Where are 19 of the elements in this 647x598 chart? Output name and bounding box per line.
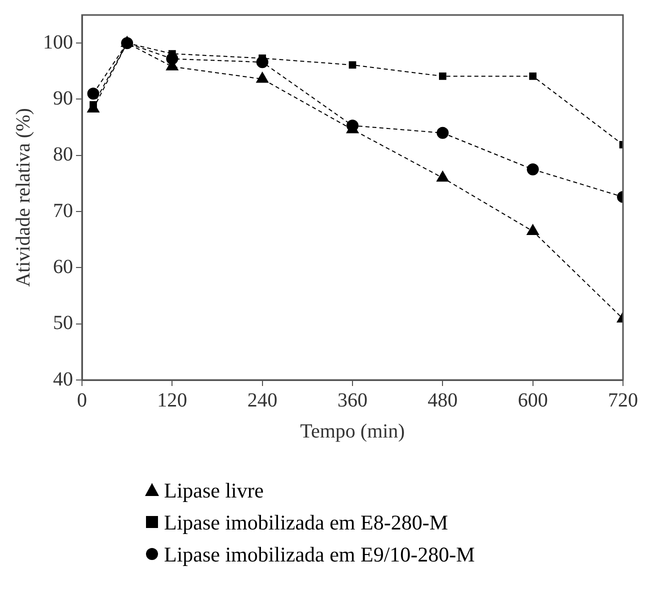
x-tick-label: 360: [338, 389, 368, 412]
y-tick-label: 90: [53, 87, 73, 110]
y-tick-label: 70: [53, 200, 73, 222]
y-tick-label: 40: [53, 368, 73, 390]
y-axis-title: Atividade relativa (%): [12, 108, 34, 287]
x-tick-label: 120: [157, 389, 188, 412]
y-tick-label: 60: [53, 256, 73, 278]
legend-label: Lipase imobilizada em E8-280-M: [164, 510, 448, 535]
x-tick-label: 0: [77, 389, 87, 412]
y-tick-label: 80: [53, 144, 73, 166]
x-tick-label: 600: [518, 389, 548, 412]
x-tick-label: 240: [247, 389, 278, 412]
x-tick-label: 480: [428, 389, 458, 412]
x-tick-label: 720: [608, 389, 638, 412]
legend-label: Lipase imobilizada em E9/10-280-M: [164, 542, 476, 567]
legend-label: Lipase livre: [164, 478, 264, 503]
y-tick-label: 100: [43, 31, 73, 54]
x-axis-title: Tempo (min): [300, 420, 405, 442]
y-tick-label: 50: [53, 312, 73, 334]
